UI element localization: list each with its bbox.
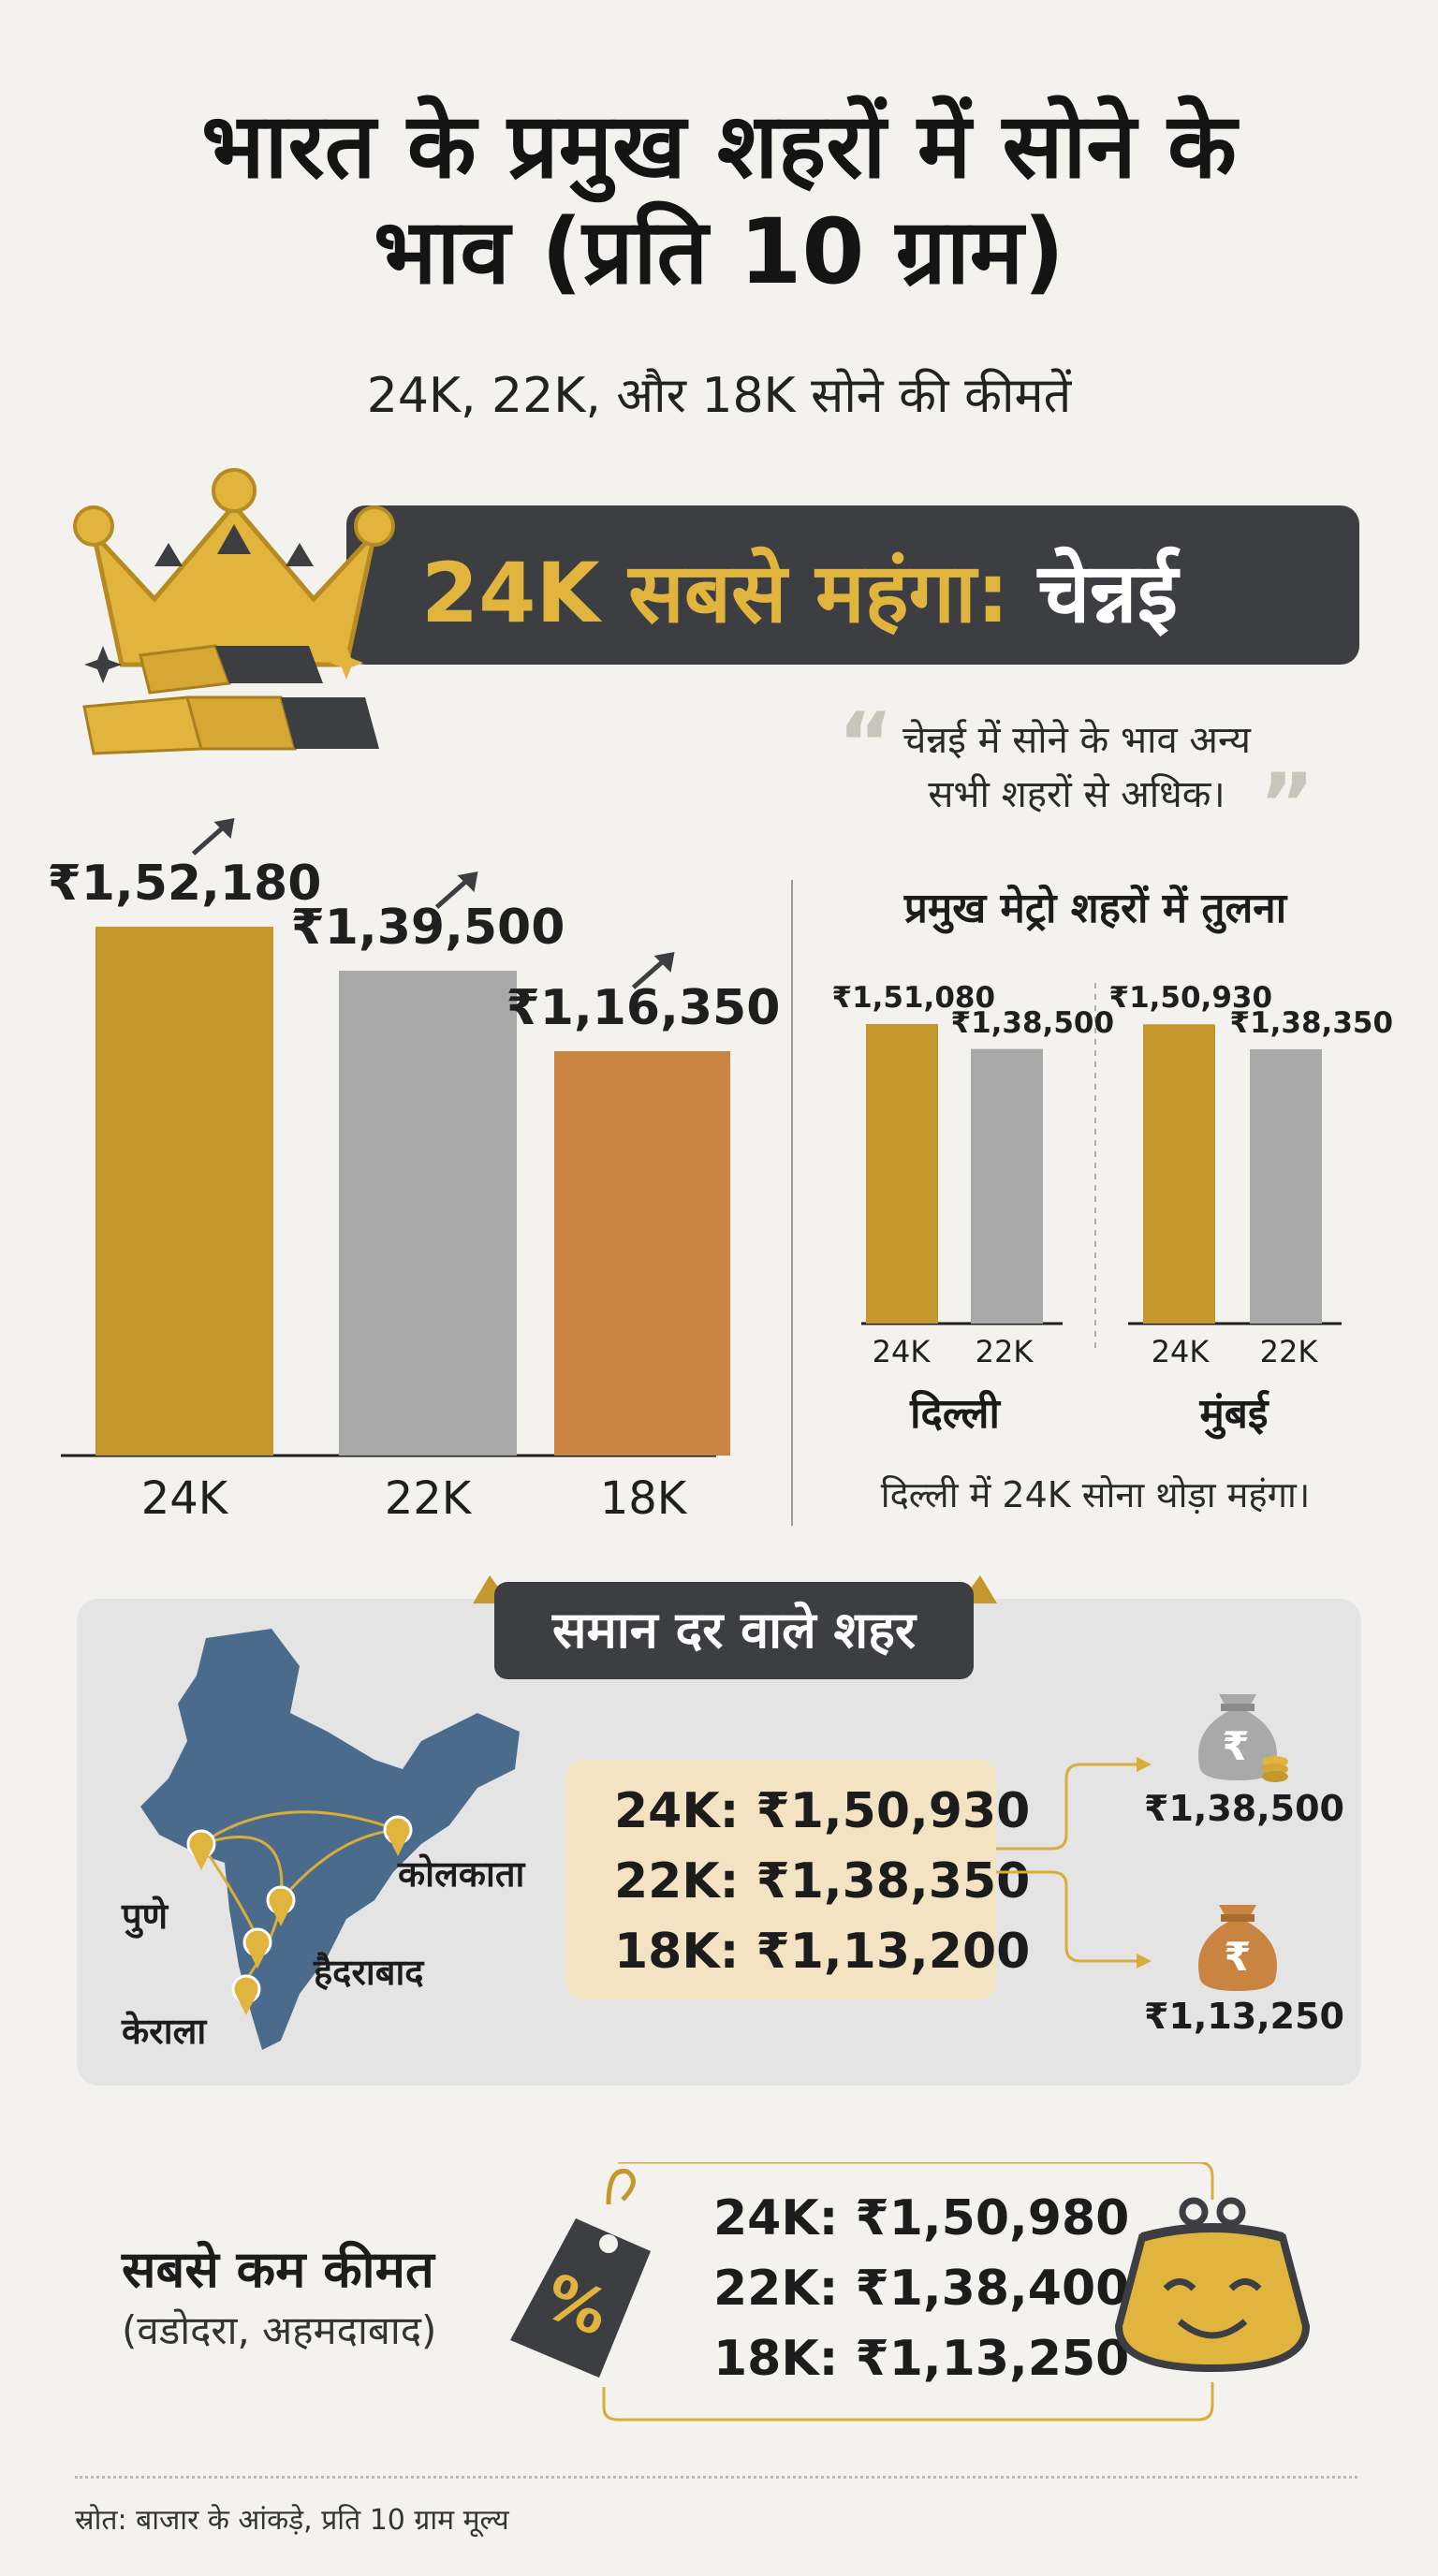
- mumbai-x-24k: 24K: [1151, 1334, 1210, 1369]
- page-subtitle: 24K, 22K, और 18K सोने की कीमतें: [366, 368, 1072, 424]
- quote-open-icon: “: [838, 695, 894, 793]
- mumbai-22k-value: ₹1,38,350: [1229, 1005, 1394, 1040]
- main-value-label-22k: ₹1,39,500: [290, 900, 565, 957]
- same-rate-box: [565, 1760, 996, 1999]
- same-rate-24k: 24K: ₹1,50,930: [614, 1783, 1031, 1839]
- city-label-hyderabad: हैदराबाद: [314, 1952, 424, 1993]
- main-bar-24k: [95, 927, 273, 1456]
- same-rate-18k: 18K: ₹1,13,200: [614, 1924, 1031, 1980]
- banner-text: 24K सबसे महंगा: चेन्नई: [421, 534, 1320, 646]
- chart-divider: [791, 880, 793, 1526]
- mumbai-bar-24k: [1143, 1024, 1215, 1324]
- title-line-2: भाव (प्रति 10 ग्राम): [374, 199, 1064, 305]
- silver-money-bag-icon: ₹: [1198, 1694, 1288, 1782]
- banner-highlight: 24K सबसे महंगा:: [421, 545, 1010, 641]
- footer-source: स्रोत: बाजार के आंकड़े, प्रति 10 ग्राम म…: [75, 2504, 509, 2537]
- title-line-1: भारत के प्रमुख शहरों में सोने के: [201, 94, 1237, 198]
- discount-tag-icon: %: [510, 2168, 651, 2378]
- lowest-rate-18k: 18K: ₹1,13,250: [713, 2331, 1130, 2387]
- delhi-22k-value: ₹1,38,500: [950, 1005, 1115, 1040]
- delhi-x-24k: 24K: [872, 1334, 931, 1369]
- silver-bag-price: ₹1,38,500: [1144, 1788, 1344, 1829]
- footer-divider: [75, 2476, 1357, 2479]
- main-x-label-24k: 24K: [140, 1472, 228, 1525]
- delhi-bar-22k: [971, 1048, 1043, 1324]
- lowest-price-cities: (वडोदरा, अहमदाबाद): [122, 2307, 437, 2353]
- hyderabad-pin-icon: [266, 1885, 296, 1926]
- quote-close-icon: ”: [1259, 755, 1315, 854]
- metro-chart-title: प्रमुख मेट्रो शहरों में तुलना: [903, 885, 1287, 932]
- delhi-bar-24k: [866, 1024, 938, 1324]
- india-map-shape: [140, 1629, 520, 2050]
- rate-connector-lines: [996, 1757, 1152, 1969]
- central-pin-icon: [242, 1927, 272, 1969]
- trend-up-icon: [191, 818, 235, 856]
- kolkata-pin-icon: [383, 1815, 413, 1856]
- same-rate-22k: 22K: ₹1,38,350: [614, 1853, 1031, 1910]
- banner-city: चेन्नई: [1037, 545, 1178, 641]
- bronze-bag-rupee: ₹: [1224, 1934, 1251, 1980]
- smiling-purse-icon: [1114, 2197, 1311, 2373]
- mumbai-label: मुंबई: [1199, 1390, 1269, 1438]
- crown-gold-bars-icon: [73, 468, 395, 755]
- quote-line-2: सभी शहरों से अधिक।: [928, 773, 1225, 816]
- trend-up-icon: [631, 952, 675, 989]
- lowest-price-title: सबसे कम कीमत: [122, 2240, 434, 2299]
- main-x-label-18k: 18K: [599, 1472, 687, 1525]
- main-value-label-24k: ₹1,52,180: [47, 856, 322, 912]
- highlight-banner: [346, 505, 1359, 665]
- delhi-24k-value: ₹1,51,080: [831, 981, 996, 1015]
- main-value-label-18k: ₹1,16,350: [506, 980, 781, 1037]
- city-label-kerala: केराला: [122, 2011, 207, 2052]
- main-bar-18k: [554, 1051, 730, 1456]
- mumbai-bar-22k: [1250, 1048, 1322, 1324]
- mumbai-24k-value: ₹1,50,930: [1108, 981, 1273, 1016]
- bronze-bag-price: ₹1,13,250: [1144, 1996, 1344, 2037]
- main-bar-22k: [339, 971, 517, 1456]
- india-map: [140, 1629, 520, 2050]
- lowest-rate-22k: 22K: ₹1,38,400: [713, 2261, 1130, 2317]
- main-x-label-22k: 22K: [384, 1472, 472, 1525]
- lowest-rate-24k: 24K: ₹1,50,980: [713, 2190, 1130, 2247]
- silver-bag-rupee: ₹: [1222, 1723, 1249, 1769]
- quote-line-1: चेन्नई में सोने के भाव अन्य: [902, 719, 1251, 762]
- pune-pin-icon: [186, 1829, 216, 1870]
- delhi-label: दिल्ली: [910, 1390, 1000, 1438]
- metro-note: दिल्ली में 24K सोना थोड़ा महंगा।: [880, 1474, 1311, 1515]
- delhi-x-22k: 22K: [975, 1334, 1034, 1369]
- city-label-pune: पुणे: [122, 1895, 169, 1937]
- lowest-price-frame: [602, 2162, 1214, 2422]
- metro-bar-chart: [861, 983, 1342, 1348]
- quote-text: चेन्नई में सोने के भाव अन्य सभी शहरों से…: [843, 713, 1311, 822]
- kerala-pin-icon: [231, 1974, 261, 2015]
- page-title: भारत के प्रमुख शहरों में सोने के भाव (प्…: [56, 94, 1382, 306]
- trend-up-icon: [434, 871, 478, 909]
- mumbai-x-22k: 22K: [1259, 1334, 1318, 1369]
- bronze-money-bag-icon: ₹: [1198, 1905, 1277, 1991]
- same-rate-title: समान दर वाले शहर: [494, 1582, 974, 1679]
- city-label-kolkata: कोलकाता: [398, 1853, 525, 1895]
- main-bar-chart: [61, 818, 730, 1457]
